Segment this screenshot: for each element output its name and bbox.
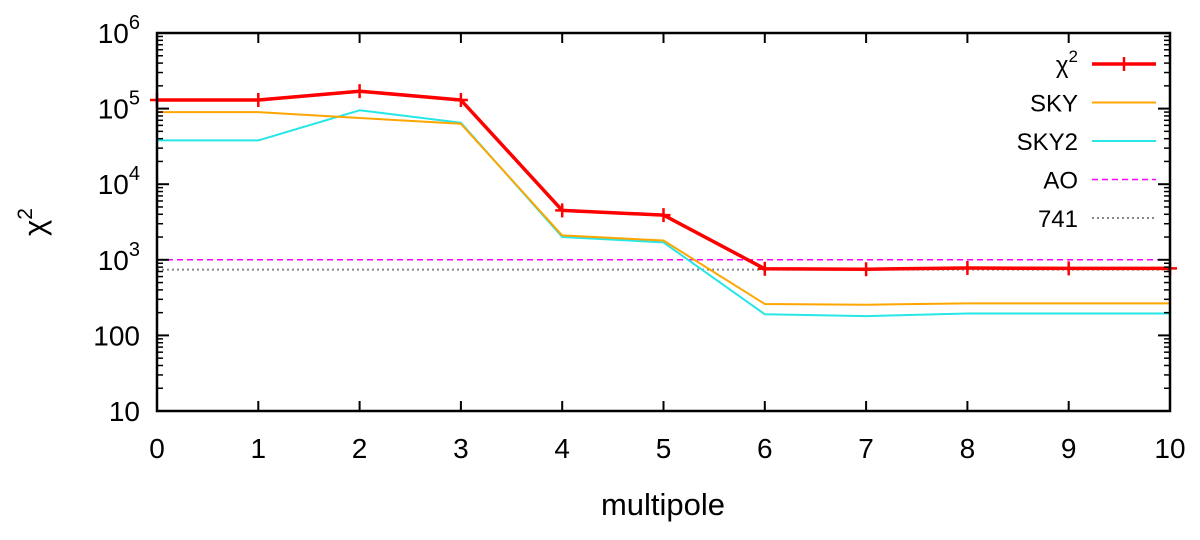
x-tick-label: 6 (757, 433, 773, 464)
x-tick-label: 2 (352, 433, 368, 464)
x-tick-label: 9 (1061, 433, 1077, 464)
series-0-point (352, 84, 367, 99)
series-2 (157, 109, 1170, 318)
legend: χ2 SKY SKY2 AO 741 (1017, 47, 1156, 233)
legend-label-2: SKY2 (1017, 129, 1078, 156)
x-tick-label: 3 (453, 433, 469, 464)
series-0-point (859, 262, 874, 277)
series-0-point (757, 261, 772, 276)
tick-layer: 0 1 2 3 4 5 6 7 8 9 10 10 100 103 104 105 106 (93, 12, 1185, 464)
series-0-point (960, 260, 975, 275)
x-tick-label: 10 (1154, 433, 1185, 464)
series-0-point (1061, 261, 1076, 276)
x-tick-label: 8 (960, 433, 976, 464)
series-0-point (453, 92, 468, 107)
x-tick-label: 1 (251, 433, 267, 464)
y-axis-label: χ2 (14, 208, 52, 236)
series-1-line (157, 111, 1170, 306)
legend-label-1: SKY (1030, 91, 1078, 118)
y-tick-label: 104 (98, 163, 140, 200)
x-tick-label: 7 (858, 433, 874, 464)
series-0-point (656, 208, 671, 223)
x-tick-label: 4 (554, 433, 570, 464)
series-0-point (251, 92, 266, 107)
legend-label-4: 741 (1038, 206, 1078, 233)
series-layer (150, 84, 1177, 318)
series-0-point (555, 203, 570, 218)
y-tick-label: 106 (98, 12, 140, 49)
series-2-line (157, 109, 1170, 318)
x-axis-label: multipole (601, 487, 725, 522)
series-1 (157, 111, 1170, 306)
x-tick-label: 0 (149, 433, 165, 464)
legend-label-3: AO (1043, 168, 1078, 195)
x-tick-label: 5 (656, 433, 672, 464)
y-tick-label: 105 (98, 88, 140, 125)
legend-label-0: χ2 (1056, 47, 1078, 79)
y-tick-label: 10 (109, 396, 140, 427)
y-tick-label: 103 (98, 239, 140, 276)
y-tick-label: 100 (93, 320, 140, 351)
series-0 (150, 84, 1177, 277)
